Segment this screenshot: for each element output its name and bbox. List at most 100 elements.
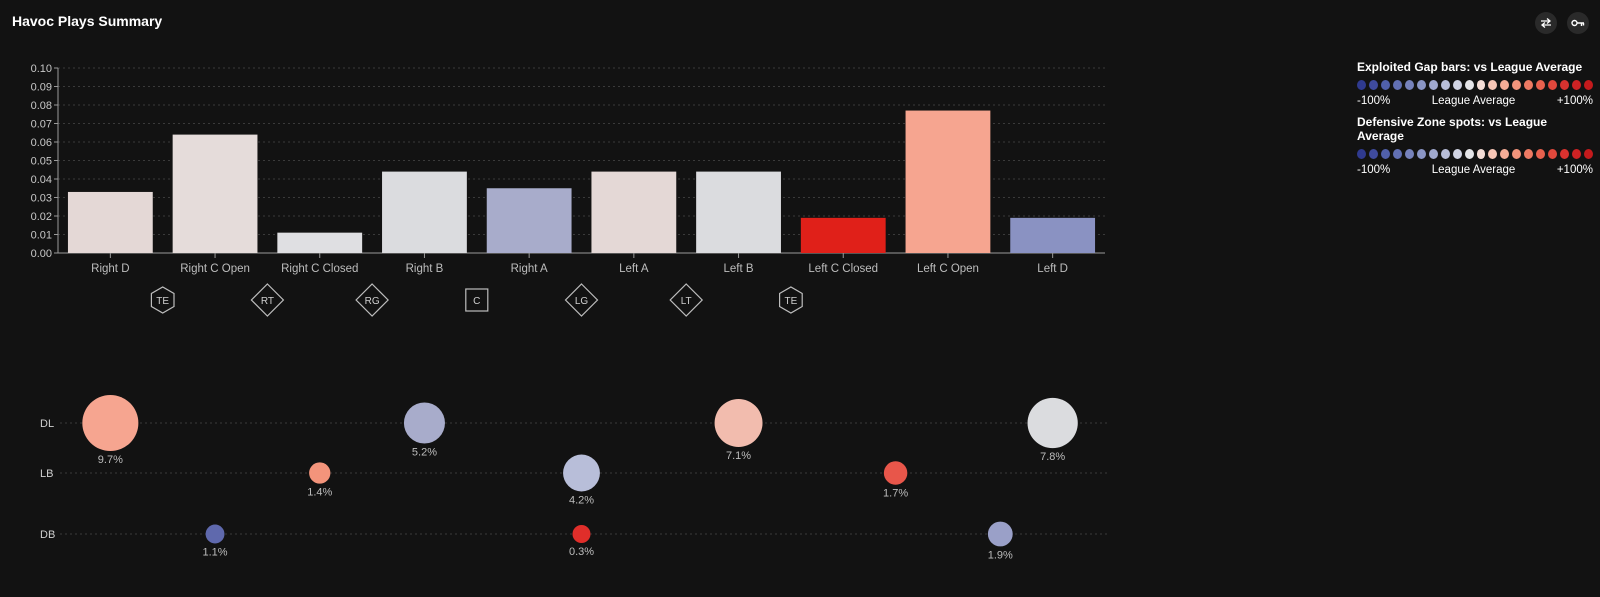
- bar: [905, 110, 991, 253]
- legend-scale-dot: [1404, 149, 1414, 159]
- diamond-shape: [250, 283, 285, 317]
- zone-legend-mid: League Average: [1431, 164, 1516, 176]
- zone-bubble-label: 7.1%: [726, 450, 751, 462]
- bar: [696, 171, 781, 253]
- y-tick-label: 0.10: [31, 63, 52, 75]
- gap-legend-labels: -100% League Average +100%: [1357, 95, 1593, 107]
- zone-bubble: [883, 461, 908, 485]
- diamond-shape: [669, 283, 704, 317]
- bar: [277, 232, 363, 253]
- gap-legend-mid: League Average: [1431, 95, 1516, 107]
- legend-scale-dot: [1584, 149, 1594, 159]
- zone-bubble: [309, 462, 331, 484]
- square-shape: [465, 288, 489, 312]
- x-tick-label: Right C Closed: [281, 263, 358, 275]
- legend-scale-dot: [1572, 149, 1582, 159]
- gap-legend-max: +100%: [1556, 95, 1593, 107]
- legend-scale-dot: [1440, 149, 1450, 159]
- position-marker-rg: RG: [355, 283, 389, 317]
- y-tick-label: 0.00: [31, 248, 52, 260]
- legend-scale-dot: [1464, 149, 1474, 159]
- zone-row-label: LB: [40, 468, 53, 480]
- position-label: LG: [575, 296, 589, 307]
- hexagon-shape: [150, 286, 175, 314]
- x-tick-label: Left D: [1037, 263, 1068, 275]
- bar: [382, 171, 467, 253]
- legend-scale-dot: [1488, 149, 1498, 159]
- legend-scale-dot: [1536, 149, 1546, 159]
- legend-scale-dot: [1548, 80, 1558, 90]
- zone-bubble: [563, 454, 600, 492]
- legend-scale-dot: [1464, 80, 1474, 90]
- zone-bubble: [987, 521, 1013, 547]
- y-tick-label: 0.09: [31, 82, 52, 94]
- y-tick-label: 0.01: [31, 230, 52, 242]
- key-icon: [1571, 19, 1585, 27]
- bar: [800, 217, 886, 253]
- legend-scale-dot: [1428, 80, 1438, 90]
- zone-row-label: DL: [40, 418, 54, 430]
- zone-bubble: [82, 394, 139, 452]
- legend-scale-dot: [1500, 80, 1510, 90]
- x-tick-label: Left A: [619, 263, 649, 275]
- y-tick-label: 0.02: [31, 211, 52, 223]
- position-label: TE: [785, 296, 798, 307]
- legend-scale-dot: [1548, 149, 1558, 159]
- zone-bubble-label: 5.2%: [412, 447, 437, 459]
- legend-scale-dot: [1500, 149, 1510, 159]
- legend-scale-dot: [1452, 149, 1462, 159]
- key-button[interactable]: [1567, 12, 1589, 34]
- legend-scale-dot: [1416, 80, 1426, 90]
- zone-legend-title: Defensive Zone spots: vs League Average: [1357, 115, 1548, 143]
- swap-button[interactable]: [1535, 12, 1557, 34]
- legend-scale-dot: [1380, 149, 1390, 159]
- legend-scale-dot: [1392, 80, 1402, 90]
- zone-legend-labels: -100% League Average +100%: [1357, 164, 1593, 176]
- position-marker-c: C: [465, 288, 489, 312]
- gap-legend-min: -100%: [1357, 95, 1391, 107]
- x-tick-label: Right B: [406, 263, 444, 275]
- swap-arrows-icon: [1540, 18, 1552, 28]
- bar: [67, 191, 153, 253]
- x-tick-label: Left C Closed: [808, 263, 878, 275]
- bar: [591, 171, 677, 253]
- zone-legend-max: +100%: [1556, 164, 1593, 176]
- legend-scale-dot: [1476, 149, 1486, 159]
- zone-bubble: [403, 402, 445, 444]
- legend-scale-dot: [1512, 80, 1522, 90]
- position-label: TE: [156, 296, 169, 307]
- legend-scale-dot: [1357, 80, 1366, 90]
- y-tick-label: 0.07: [31, 119, 52, 131]
- position-marker-lg: LG: [564, 283, 599, 317]
- y-tick-label: 0.03: [31, 193, 52, 205]
- x-tick-label: Left B: [724, 263, 754, 275]
- legend-scale-dot: [1524, 80, 1534, 90]
- legend-scale-dot: [1368, 149, 1378, 159]
- y-tick-label: 0.04: [31, 174, 52, 186]
- zone-bubble: [714, 399, 763, 447]
- y-tick-label: 0.05: [31, 156, 52, 168]
- hexagon-shape: [778, 286, 803, 314]
- gap-legend: Exploited Gap bars: vs League Average -1…: [1357, 60, 1594, 107]
- position-marker-te: TE: [778, 286, 803, 314]
- zone-bubble: [1027, 397, 1078, 449]
- x-tick-label: Left C Open: [917, 263, 979, 275]
- zone-bubble-label: 1.9%: [988, 549, 1013, 561]
- bar: [1010, 217, 1096, 253]
- legend-scale-dot: [1584, 80, 1594, 90]
- position-label: RG: [365, 296, 380, 307]
- x-tick-label: Right C Open: [180, 263, 250, 275]
- y-tick-label: 0.06: [31, 137, 52, 149]
- legend-scale-dot: [1572, 80, 1582, 90]
- legend-scale-dot: [1357, 149, 1366, 159]
- diamond-shape: [564, 283, 599, 317]
- position-marker-te: TE: [150, 286, 175, 314]
- legend-scale-dot: [1380, 80, 1390, 90]
- legend-scale-dot: [1368, 80, 1378, 90]
- bar: [486, 188, 572, 253]
- legend-scale-dot: [1440, 80, 1450, 90]
- zone-legend-min: -100%: [1357, 164, 1391, 176]
- legend-scale-dot: [1488, 80, 1498, 90]
- zone-bubble-label: 1.7%: [883, 488, 908, 500]
- legend-scale-dot: [1560, 80, 1570, 90]
